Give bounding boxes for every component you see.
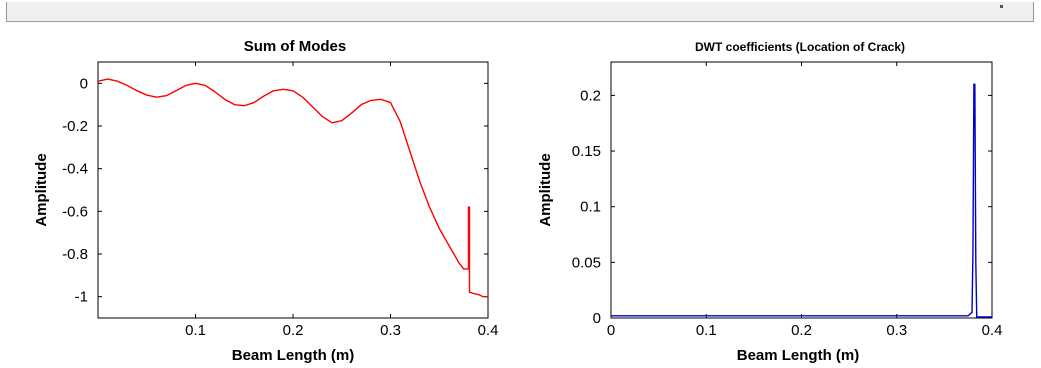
x-tick-label: 0.1 <box>185 322 206 339</box>
series-line <box>611 83 992 319</box>
chart-title: Sum of Modes <box>244 38 347 55</box>
x-axis-label: Beam Length (m) <box>232 347 355 364</box>
chart-title: DWT coefficients (Location of Crack) <box>695 40 905 54</box>
x-tick-label: 0.3 <box>380 322 401 339</box>
y-tick-label: -0.4 <box>62 161 88 178</box>
toolbar-marker <box>1000 5 1003 8</box>
top-toolbar-strip <box>6 2 1034 22</box>
y-tick-label: -0.8 <box>62 246 88 263</box>
x-tick-label: 0.3 <box>886 322 907 339</box>
y-tick-label: 0 <box>80 75 88 92</box>
y-tick-label: -0.2 <box>62 118 88 135</box>
x-tick-label: 0.2 <box>283 322 304 339</box>
x-tick-label: 0.2 <box>791 322 812 339</box>
x-tick-label: 0.4 <box>478 322 499 339</box>
x-axis-label: Beam Length (m) <box>737 347 860 364</box>
y-tick-label: 0 <box>593 310 601 327</box>
plot-area <box>610 61 993 319</box>
y-tick-label: 0.15 <box>572 143 601 160</box>
x-tick-label: 0.1 <box>696 322 717 339</box>
dwt-coefficients-plot: DWT coefficients (Location of Crack) Bea… <box>537 40 1002 364</box>
y-tick-label: 0.05 <box>572 254 601 271</box>
y-tick-label: 0.2 <box>580 87 601 104</box>
x-tick-label: 0 <box>607 322 615 339</box>
y-tick-label: -1 <box>75 289 88 306</box>
series-line <box>97 78 488 298</box>
y-tick-label: 0.1 <box>580 199 601 216</box>
y-axis-label: Amplitude <box>33 153 50 226</box>
y-tick-label: -0.6 <box>62 203 88 220</box>
sum-of-modes-plot: Sum of Modes Beam Length (m) Amplitude 0… <box>33 38 498 364</box>
y-axis-label: Amplitude <box>537 153 554 226</box>
x-tick-label: 0.4 <box>982 322 1003 339</box>
plot-area <box>97 61 489 319</box>
